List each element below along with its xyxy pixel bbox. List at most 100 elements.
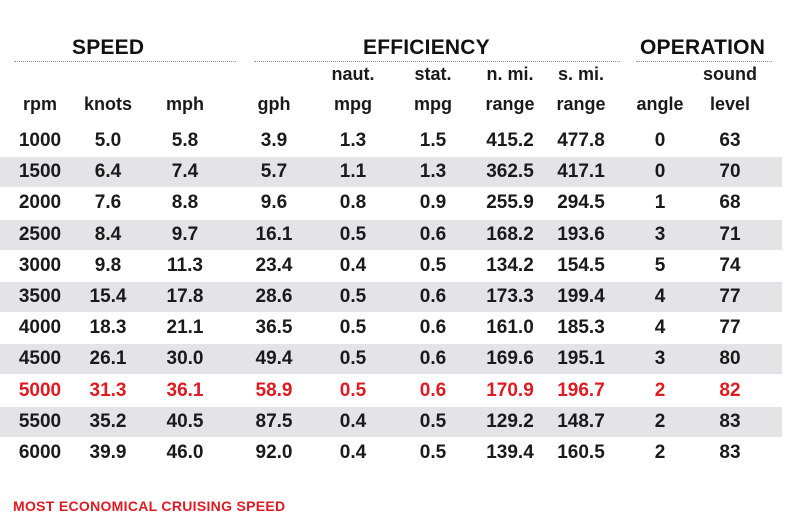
table-cell: 16.1 — [255, 223, 293, 245]
table-row: 6000 39.9 46.0 92.0 0.4 0.5 139.4 160.5 2 83 — [0, 438, 782, 468]
footer-note: MOST ECONOMICAL CRUISING SPEED — [13, 498, 286, 514]
table-row: 3000 9.8 11.3 23.4 0.4 0.5 134.2 154.5 5 74 — [0, 251, 782, 281]
column-header-bottom: level — [709, 94, 751, 114]
table-cell: 7.4 — [171, 161, 199, 183]
table-cell: 80 — [719, 348, 741, 370]
column-header-top: s. mi. — [557, 64, 605, 84]
table-cell: 0.5 — [419, 410, 447, 432]
table-cell: 0.4 — [339, 254, 367, 276]
table-cell: 2500 — [18, 223, 62, 245]
group-header-efficiency: EFFICIENCY — [363, 36, 490, 59]
table-cell: 28.6 — [255, 286, 293, 307]
table-cell: 1 — [654, 192, 666, 214]
table-cell: 139.4 — [486, 442, 534, 463]
table-cell: 0.4 — [339, 442, 367, 463]
table-cell: 129.2 — [486, 410, 534, 432]
table-cell: 170.9 — [486, 379, 534, 401]
table-cell: 0.6 — [419, 223, 447, 245]
table-cell: 36.5 — [255, 317, 293, 339]
table-cell: 3 — [654, 223, 666, 245]
column-header-bottom: angle — [636, 94, 684, 114]
table-cell: 1000 — [18, 130, 62, 151]
table-cell: 1.3 — [419, 161, 447, 183]
table-cell: 2 — [654, 379, 666, 401]
table-cell: 6000 — [18, 442, 62, 463]
table-cell: 8.8 — [171, 192, 199, 214]
table-cell: 154.5 — [557, 254, 605, 276]
table-cell: 77 — [719, 286, 741, 307]
column-header-top: n. mi. — [486, 64, 534, 84]
table-row-highlighted: 5000 31.3 36.1 58.9 0.5 0.6 170.9 196.7 2 82 — [0, 376, 782, 406]
table-cell: 5 — [654, 254, 666, 276]
table-cell: 83 — [719, 442, 741, 463]
table-cell: 5500 — [18, 410, 62, 432]
table-cell: 9.6 — [260, 192, 288, 214]
table-row: 1500 6.4 7.4 5.7 1.1 1.3 362.5 417.1 0 70 — [0, 157, 782, 188]
table-cell: 5.7 — [260, 161, 288, 183]
table-row: 2000 7.6 8.8 9.6 0.8 0.9 255.9 294.5 1 68 — [0, 188, 782, 218]
table-cell: 2 — [654, 442, 666, 463]
table-row: 3500 15.4 17.8 28.6 0.5 0.6 173.3 199.4 4 77 — [0, 282, 782, 312]
table-cell: 30.0 — [166, 348, 204, 370]
table-cell: 161.0 — [486, 317, 534, 339]
column-header-bottom: knots — [83, 94, 133, 114]
table-cell: 3500 — [18, 286, 62, 307]
column-header-bottom: mph — [166, 94, 204, 114]
table-cell: 6.4 — [94, 161, 122, 183]
table-cell: 74 — [719, 254, 741, 276]
table-cell: 0.6 — [419, 317, 447, 339]
table-cell: 193.6 — [557, 223, 605, 245]
table-cell: 1.5 — [419, 130, 447, 151]
table-cell: 77 — [719, 317, 741, 339]
table-cell: 134.2 — [486, 254, 534, 276]
column-header-bottom: gph — [257, 94, 291, 114]
table-cell: 294.5 — [557, 192, 605, 214]
table-cell: 0.5 — [339, 223, 367, 245]
table-cell: 0.5 — [339, 286, 367, 307]
table-cell: 9.8 — [94, 254, 122, 276]
table-cell: 2 — [654, 410, 666, 432]
table-cell: 0.5 — [419, 254, 447, 276]
table-cell: 68 — [719, 192, 741, 214]
table-cell: 36.1 — [166, 379, 204, 401]
table-cell: 49.4 — [255, 348, 293, 370]
group-header-speed: SPEED — [72, 36, 145, 59]
table-cell: 173.3 — [486, 286, 534, 307]
table-cell: 71 — [719, 223, 741, 245]
table-cell: 15.4 — [89, 286, 127, 307]
table-cell: 0.9 — [419, 192, 447, 214]
table-cell: 148.7 — [557, 410, 605, 432]
table-cell: 199.4 — [557, 286, 605, 307]
table-cell: 0.8 — [339, 192, 367, 214]
column-header-bottom: range — [556, 94, 606, 114]
table-cell: 362.5 — [486, 161, 534, 183]
table-cell: 4500 — [18, 348, 62, 370]
table-cell: 3000 — [18, 254, 62, 276]
group-divider-speed — [14, 61, 236, 62]
table-cell: 168.2 — [486, 223, 534, 245]
table-cell: 1.1 — [339, 161, 367, 183]
table-cell: 83 — [719, 410, 741, 432]
table-cell: 82 — [719, 379, 741, 401]
group-divider-efficiency — [254, 61, 620, 62]
table-cell: 39.9 — [89, 442, 127, 463]
table-cell: 70 — [719, 161, 741, 183]
table-cell: 0.5 — [339, 379, 367, 401]
table-cell: 58.9 — [255, 379, 293, 401]
table-cell: 477.8 — [557, 130, 605, 151]
table-cell: 4000 — [18, 317, 62, 339]
column-header-top: stat. — [414, 64, 452, 84]
table-cell: 8.4 — [94, 223, 122, 245]
table-cell: 92.0 — [255, 442, 293, 463]
table-cell: 0.6 — [419, 379, 447, 401]
table-cell: 185.3 — [557, 317, 605, 339]
group-divider-operation — [636, 61, 772, 62]
table-row: 1000 5.0 5.8 3.9 1.3 1.5 415.2 477.8 0 63 — [0, 126, 782, 156]
table-cell: 417.1 — [557, 161, 605, 183]
table-cell: 0.6 — [419, 348, 447, 370]
table-cell: 4 — [654, 317, 666, 339]
table-cell: 18.3 — [89, 317, 127, 339]
table-cell: 35.2 — [89, 410, 127, 432]
table-cell: 0.6 — [419, 286, 447, 307]
column-header-bottom: range — [485, 94, 535, 114]
